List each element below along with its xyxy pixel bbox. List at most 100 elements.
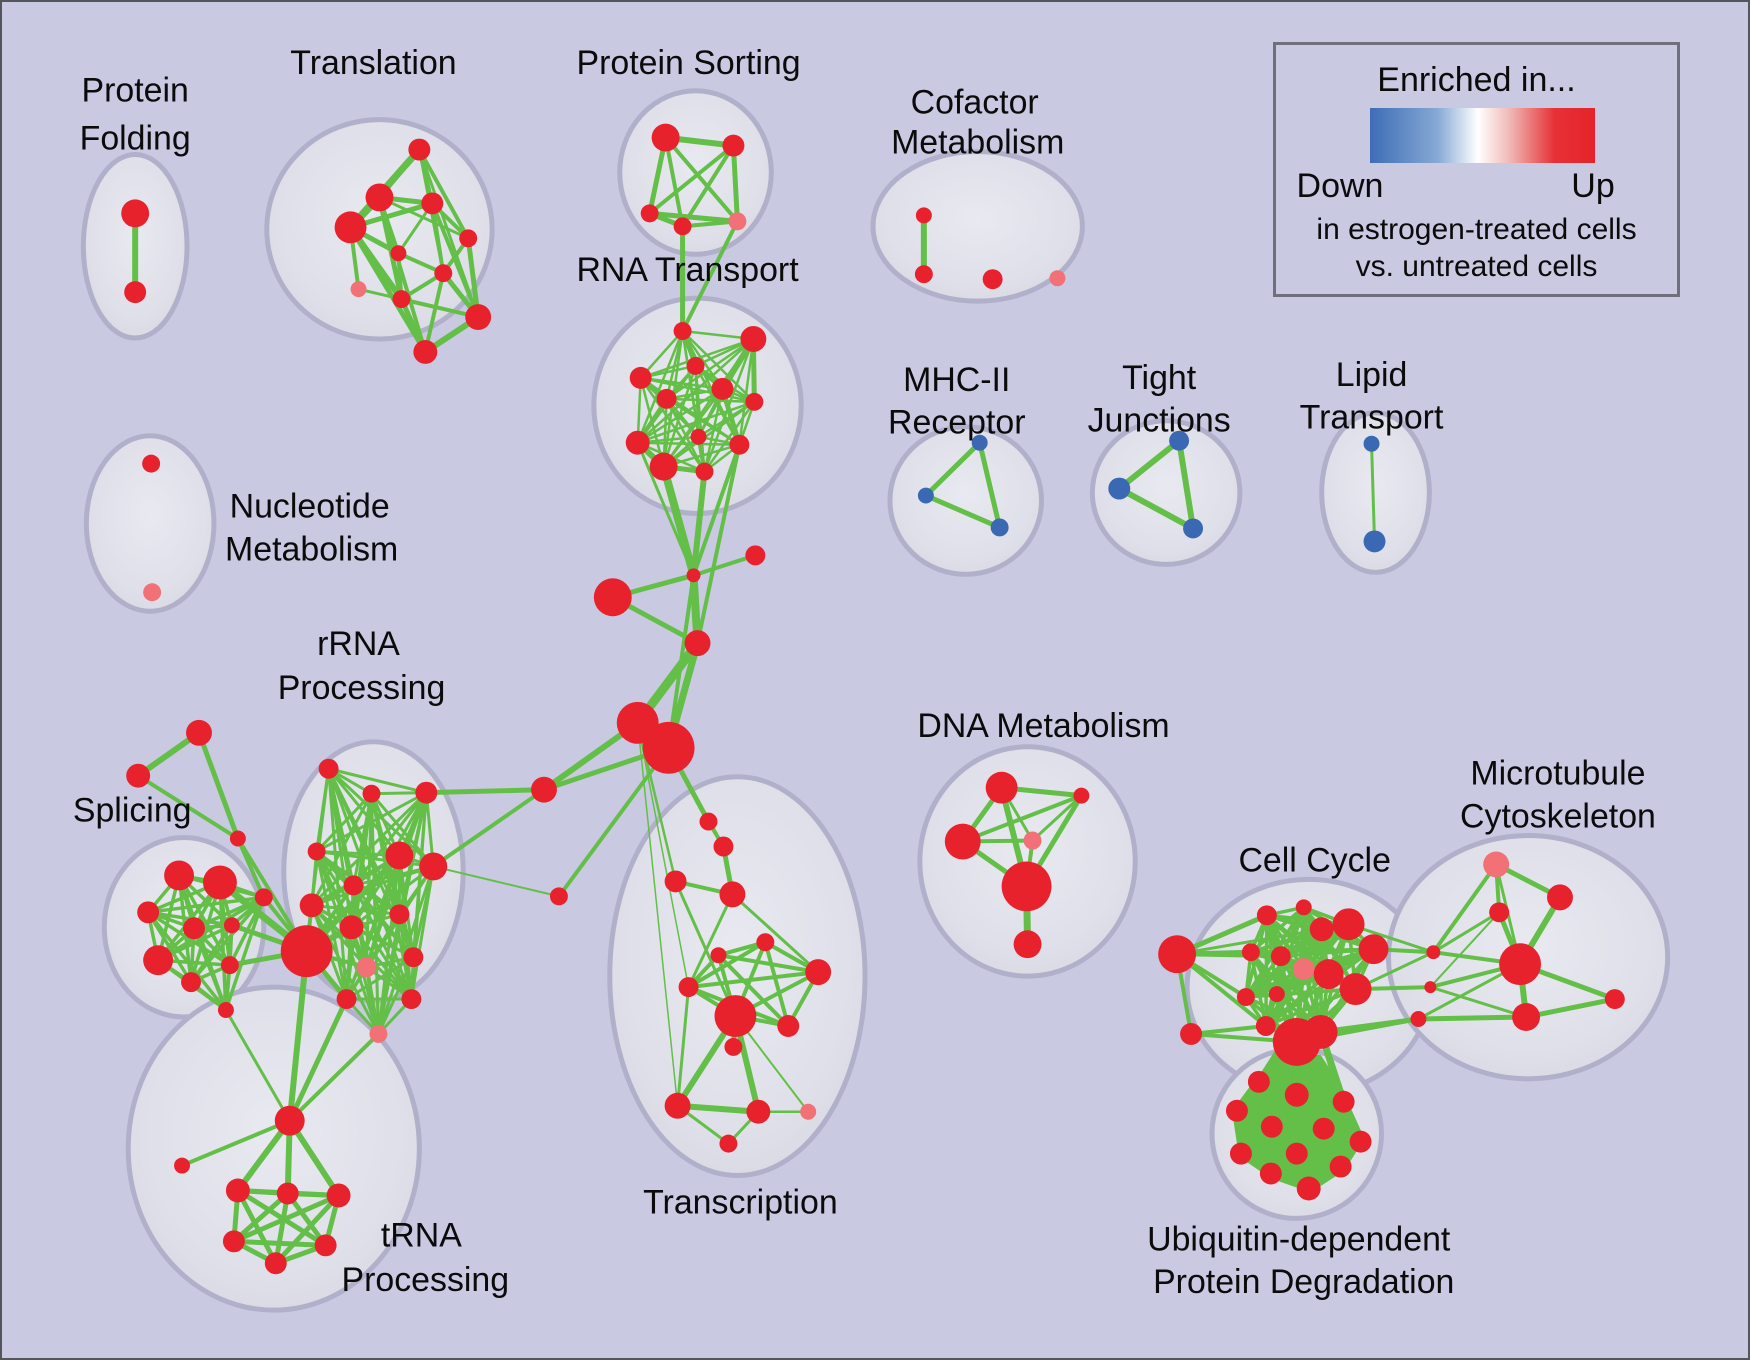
node-d6: [1013, 930, 1042, 959]
edge-b3-b4: [1235, 1100, 1346, 1113]
node-B2: [642, 721, 695, 774]
node-s8: [220, 956, 239, 975]
edge-u2-u6: [273, 1190, 291, 1266]
edge-q2-q4: [315, 792, 373, 853]
node-v14: [800, 1103, 817, 1120]
node-s4: [183, 917, 205, 940]
edge-q3-q7: [352, 791, 428, 887]
edge-jn-B2: [666, 573, 696, 750]
node-t2: [365, 183, 394, 212]
cluster-ellipse-mhc-ii-receptor: [887, 424, 1045, 577]
edge-d2-d3: [960, 793, 1084, 844]
cluster-label-tight-junctions-line1: Tight: [1122, 359, 1197, 397]
node-q8: [299, 893, 324, 918]
cluster-label-nucleotide-metabolism-line1: Nucleotide: [230, 487, 390, 525]
edge-p1-p5: [663, 135, 740, 224]
node-q3: [415, 781, 438, 804]
node-u2: [276, 1182, 299, 1205]
node-s3: [137, 901, 160, 924]
node-iso: [174, 1157, 191, 1174]
cluster-label-cofactor-metabolism-line1: Cofactor: [911, 84, 1039, 122]
node-l1: [1363, 435, 1380, 452]
edge-r10-jn: [691, 442, 742, 578]
edge-r4-r7: [639, 376, 756, 404]
node-v8: [805, 959, 832, 986]
node-b4: [1225, 1099, 1248, 1122]
node-r8: [625, 430, 650, 455]
edge-g10-g13: [1264, 987, 1358, 1028]
edge-r12-jn: [690, 468, 708, 579]
edge-r7-r11: [662, 400, 756, 468]
node-q11: [356, 957, 377, 978]
legend-title: Enriched in...: [1377, 61, 1576, 99]
node-v4: [719, 881, 746, 908]
cluster-label-protein-sorting: Protein Sorting: [577, 44, 801, 82]
node-j3: [1183, 518, 1204, 539]
node-r1: [673, 322, 692, 341]
edge-r1-r7: [681, 329, 756, 404]
edge-r2-r6: [665, 337, 755, 401]
node-h2: [274, 1105, 305, 1136]
node-e1: [531, 776, 557, 803]
legend-subtitle-line1: in estrogen-treated cells: [1316, 213, 1637, 246]
edge-t3-t10: [430, 201, 481, 320]
node-u3: [326, 1183, 351, 1208]
edge-b10-b11: [1269, 1165, 1343, 1176]
node-t8: [350, 281, 367, 298]
edge-l1-l2: [1370, 442, 1377, 543]
node-q9: [339, 915, 364, 940]
edge-k1-w1: [1431, 862, 1499, 955]
cluster-label-rna-transport: RNA Transport: [576, 251, 799, 289]
node-t11: [413, 340, 438, 364]
edge-k3-w5: [1415, 1014, 1529, 1022]
cluster-ellipse-lipid-transport: [1319, 410, 1432, 575]
edge-r4-r12: [639, 376, 706, 473]
node-g3: [1309, 917, 1334, 942]
node-s9: [254, 888, 273, 907]
edge-p1-p4: [663, 135, 685, 229]
node-gL: [1158, 935, 1197, 974]
edge-g5-g7: [1279, 947, 1376, 958]
edge-gL-g13: [1175, 952, 1268, 1028]
node-t3: [421, 192, 444, 215]
edge-u3-u4: [231, 1192, 342, 1244]
node-q12: [403, 947, 424, 968]
edge-r7-r8: [636, 400, 756, 444]
edge-p2-p3: [647, 143, 736, 216]
edge-h2-q15: [287, 1031, 381, 1123]
node-v2: [713, 836, 734, 857]
node-k2: [1424, 981, 1437, 994]
edge-m1-m2: [923, 440, 983, 499]
cluster-ellipse-nucleotide-metabolism: [83, 433, 217, 614]
node-k1: [1426, 945, 1441, 960]
legend-up-label: Up: [1571, 167, 1615, 205]
edge-r8-jn: [636, 441, 696, 577]
node-pf2: [124, 281, 147, 304]
cluster-label-cofactor-metabolism-line2: Metabolism: [891, 124, 1064, 162]
node-nd: [684, 630, 711, 657]
edge-j1-j2: [1116, 437, 1183, 492]
node-v1: [699, 812, 718, 831]
node-q15: [369, 1024, 388, 1043]
node-u4: [222, 1230, 245, 1253]
node-t10: [465, 304, 492, 331]
cluster-label-lipid-transport-line1: Lipid: [1336, 356, 1408, 394]
node-u6: [264, 1252, 287, 1275]
edge-H1-h2: [286, 948, 310, 1124]
node-b3: [1332, 1090, 1355, 1113]
node-q10: [389, 904, 410, 925]
edge-h2-s10: [224, 1008, 292, 1123]
edge-m1-m3: [977, 440, 1003, 530]
edge-u3-u6: [273, 1192, 342, 1266]
edge-v6-v10: [716, 953, 791, 1028]
node-r5: [711, 377, 734, 400]
node-g13: [1255, 1016, 1276, 1036]
node-jn: [686, 568, 701, 583]
node-x2: [126, 763, 151, 788]
edge-q8-q10: [310, 903, 401, 916]
node-g10: [1339, 973, 1372, 1006]
node-t5: [459, 229, 478, 248]
edge-k2-w3: [1429, 911, 1501, 989]
edge-h2-iso: [180, 1118, 292, 1168]
edge-p2-p5: [730, 143, 740, 224]
